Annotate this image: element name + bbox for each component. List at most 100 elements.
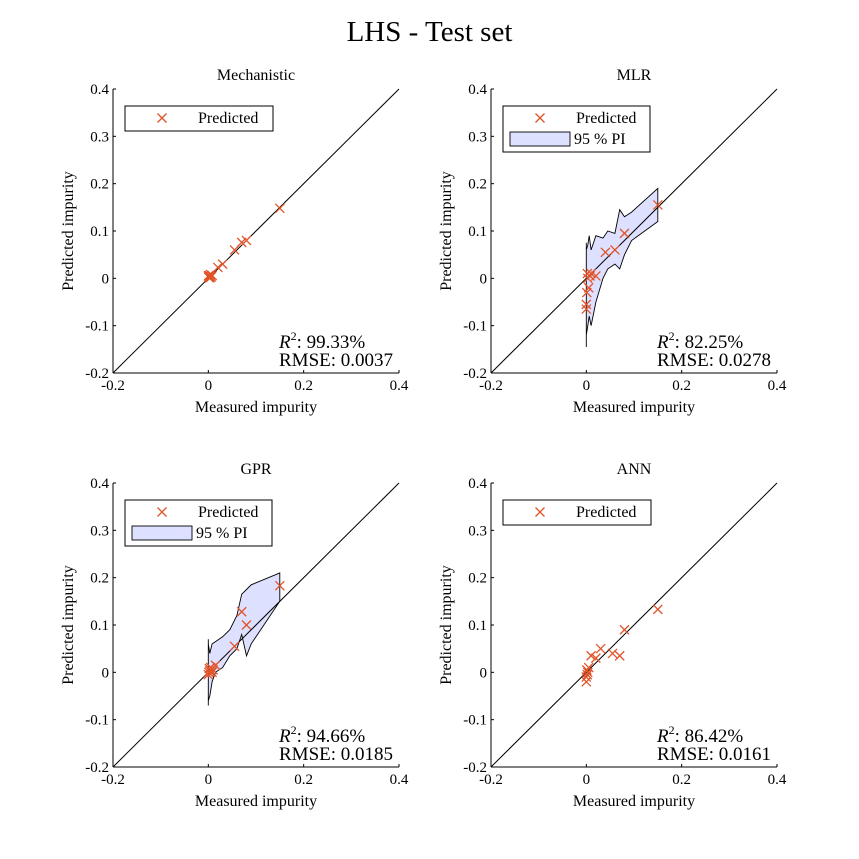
data-point	[212, 262, 223, 273]
marker-stroke-b	[586, 268, 597, 279]
legend: Predicted 95 % PI	[502, 105, 651, 153]
marker-stroke-b	[581, 676, 592, 687]
y-tick-label: 0	[480, 271, 488, 287]
legend-marker-icon	[157, 113, 167, 123]
y-tick-label: 0.2	[90, 177, 109, 193]
data-point	[586, 650, 597, 661]
data-point	[609, 244, 620, 255]
marker-stroke-b	[207, 667, 218, 678]
legend-label: Predicted	[198, 504, 258, 521]
data-point	[207, 667, 218, 678]
identity-line	[490, 482, 778, 768]
y-tick-label: 0.4	[468, 82, 487, 98]
y-tick-label: 0.1	[468, 224, 487, 240]
y-tick-label: -0.1	[463, 713, 487, 729]
y-tick-label: -0.2	[85, 760, 109, 776]
marker-stroke-b	[609, 244, 620, 255]
y-tick-label: 0.3	[468, 129, 487, 145]
x-axis-label: Measured impurity	[573, 793, 695, 810]
subplot-mechanistic: Mechanistic -0.2 0 0.2 0.4 -0.2 -0.1 0 0.1 0.2 0.3…	[60, 67, 409, 416]
legend-marker-icon	[157, 507, 167, 517]
marker-stroke-b	[607, 648, 618, 659]
y-tick-label: 0.1	[468, 618, 487, 634]
y-tick-label: 0.4	[90, 476, 109, 492]
marker-stroke-b	[581, 304, 592, 315]
data-point	[614, 650, 625, 661]
y-axis-label: Predicted impurity	[438, 171, 455, 291]
y-axis-label: Predicted impurity	[438, 565, 455, 685]
x-tick-label: 0	[205, 772, 213, 788]
legend-band-swatch	[131, 525, 193, 541]
x-tick-label: 0	[583, 378, 591, 394]
r2-value: : 94.66%	[297, 726, 366, 747]
data-point	[581, 304, 592, 315]
marker-stroke-b	[210, 660, 221, 671]
data-point	[581, 299, 592, 310]
r2-value: : 86.42%	[675, 726, 744, 747]
data-point	[241, 620, 252, 630]
r2-annotation: R2: 99.33%	[278, 329, 365, 353]
marker-stroke-b	[619, 228, 630, 239]
marker-stroke-b	[241, 620, 252, 630]
r2-annotation: R2: 86.42%	[656, 723, 743, 747]
data-point	[229, 641, 240, 652]
data-point	[210, 660, 221, 671]
legend-band-swatch	[509, 131, 571, 147]
data-point	[619, 624, 630, 635]
marker-stroke-b	[535, 113, 545, 123]
marker-stroke-b	[274, 580, 285, 591]
data-point	[619, 228, 630, 239]
y-tick-label: -0.2	[463, 366, 487, 382]
r2-superscript: 2	[291, 723, 297, 737]
r2-annotation: R2: 82.25%	[656, 329, 743, 353]
marker-stroke-b	[590, 653, 601, 664]
x-axis-label: Measured impurity	[195, 399, 317, 416]
r2-value: : 99.33%	[297, 332, 366, 353]
y-tick-label: 0	[102, 665, 110, 681]
y-tick-label: -0.2	[85, 366, 109, 382]
marker-stroke-b	[582, 669, 593, 680]
x-tick-label: -0.2	[479, 378, 503, 394]
data-point	[208, 665, 219, 675]
x-tick-label: 0.4	[390, 772, 409, 788]
marker-stroke-b	[619, 624, 630, 635]
y-axis-label: Predicted impurity	[60, 565, 77, 685]
y-tick-label: 0.3	[90, 523, 109, 539]
marker-stroke-b	[241, 235, 252, 246]
marker-stroke-b	[157, 507, 167, 517]
y-tick-label: 0	[102, 271, 110, 287]
y-tick-label: -0.1	[463, 319, 487, 335]
data-point	[586, 268, 597, 279]
r2-superscript: 2	[669, 329, 675, 343]
marker-stroke-b	[614, 650, 625, 661]
marker-stroke-b	[595, 643, 606, 654]
marker-stroke-b	[212, 262, 223, 273]
legend-label: Predicted	[576, 110, 636, 127]
y-tick-label: 0.3	[468, 523, 487, 539]
y-axis-label: Predicted impurity	[60, 171, 77, 291]
x-tick-label: 0.4	[768, 378, 787, 394]
y-tick-label: -0.1	[85, 713, 109, 729]
rmse-annotation: RMSE: 0.0161	[657, 744, 771, 765]
marker-stroke-b	[236, 606, 247, 617]
legend-label: 95 % PI	[196, 525, 248, 542]
subplot-gpr: GPR -0.2 0 0.2 0.4 -0.2 -0.1 0 0.1 0.2 0.3 0.4 Measu…	[60, 461, 409, 810]
subplot-title: MLR	[617, 67, 652, 84]
x-tick-label: 0	[205, 378, 213, 394]
legend-label: Predicted	[576, 504, 636, 521]
marker-stroke-b	[652, 200, 663, 210]
legend-label: Predicted	[198, 110, 258, 127]
data-point	[217, 259, 228, 270]
prediction-interval-band	[585, 187, 659, 347]
data-point	[207, 270, 218, 281]
data-point	[590, 653, 601, 664]
identity-line	[490, 88, 778, 374]
data-point	[274, 580, 285, 591]
marker-stroke-b	[207, 270, 218, 281]
y-tick-label: 0.4	[468, 476, 487, 492]
rmse-annotation: RMSE: 0.0278	[657, 350, 771, 371]
r2-symbol: R	[278, 332, 291, 353]
legend-box	[124, 105, 274, 132]
marker-stroke-b	[229, 641, 240, 652]
